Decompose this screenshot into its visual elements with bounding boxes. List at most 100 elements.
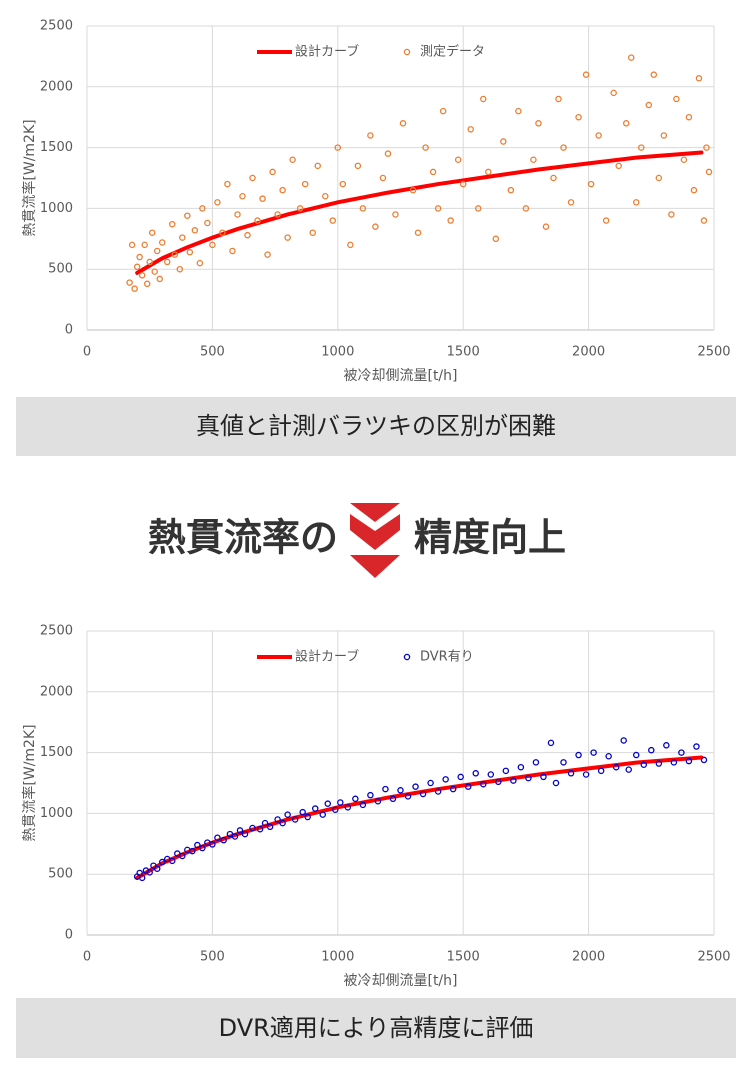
data-point <box>143 280 151 288</box>
data-point <box>184 212 191 219</box>
chevron <box>350 514 400 550</box>
data-point <box>209 841 216 848</box>
data-point <box>128 241 136 249</box>
data-point <box>136 253 143 261</box>
data-point <box>467 126 474 133</box>
data-point <box>492 235 500 243</box>
data-point <box>289 156 296 164</box>
heading-right: 精度向上 <box>414 516 566 560</box>
legend-swatch <box>403 653 411 661</box>
data-point <box>309 229 316 236</box>
y-tick-label: 2500 <box>40 19 73 34</box>
data-point <box>274 816 281 823</box>
data-point <box>685 757 693 765</box>
y-tick-label: 500 <box>48 262 73 277</box>
data-point <box>296 205 304 212</box>
data-point <box>575 113 582 121</box>
data-point <box>700 217 708 224</box>
data-point <box>678 749 685 756</box>
data-point <box>150 862 157 869</box>
data-point <box>226 830 234 838</box>
data-point <box>151 268 158 275</box>
data-point <box>507 186 515 194</box>
data-point <box>464 783 472 790</box>
data-point <box>269 168 276 176</box>
y-tick-label: 1000 <box>40 201 73 216</box>
data-point <box>480 780 487 788</box>
data-point <box>156 275 163 283</box>
y-tick-label: 500 <box>48 867 73 882</box>
data-point <box>189 847 196 855</box>
data-point <box>334 144 342 151</box>
data-point <box>434 205 442 212</box>
data-point <box>645 101 653 109</box>
data-point <box>422 144 429 151</box>
data-point <box>199 205 206 212</box>
data-point <box>256 825 264 833</box>
legend-label: 設計カーブ <box>295 649 359 665</box>
data-point <box>219 229 226 236</box>
data-point <box>164 258 171 266</box>
data-point <box>655 174 663 182</box>
x-tick-label: 0 <box>83 950 91 965</box>
data-point <box>389 795 397 803</box>
data-point <box>550 174 557 182</box>
data-point <box>555 95 562 103</box>
data-point <box>146 869 153 876</box>
data-point <box>655 760 663 767</box>
data-point <box>382 785 389 793</box>
data-point <box>668 211 675 218</box>
data-point <box>169 220 176 228</box>
data-point <box>131 285 138 292</box>
data-point <box>229 247 236 255</box>
data-point <box>138 874 146 882</box>
data-point <box>329 217 337 224</box>
data-point <box>234 211 241 218</box>
data-point <box>590 749 597 756</box>
data-point <box>650 71 658 78</box>
legend-label: 設計カーブ <box>295 44 359 60</box>
data-point <box>567 770 575 777</box>
y-tick-label: 2500 <box>40 624 73 639</box>
data-point <box>153 865 161 872</box>
data-point <box>322 192 329 200</box>
data-point <box>487 771 495 778</box>
data-point <box>141 241 148 249</box>
x-tick-label: 2000 <box>572 950 605 965</box>
data-point <box>249 174 256 182</box>
data-point <box>299 808 306 816</box>
data-point <box>703 144 710 151</box>
data-point <box>567 199 575 206</box>
y-tick-label: 2000 <box>40 79 73 94</box>
y-tick-label: 2000 <box>40 684 73 699</box>
x-axis-label: 被冷却側流量[t/h] <box>343 973 457 989</box>
data-point <box>515 107 522 115</box>
y-tick-label: 1000 <box>40 806 73 821</box>
data-point <box>500 138 507 145</box>
data-point <box>447 217 454 224</box>
data-point <box>196 259 204 267</box>
data-point <box>304 813 311 821</box>
data-point <box>231 833 239 840</box>
data-point <box>542 223 550 230</box>
data-point <box>700 756 708 764</box>
data-point <box>633 199 640 206</box>
legend-label: 測定データ <box>420 44 485 60</box>
data-point <box>259 195 266 202</box>
data-point <box>502 767 510 775</box>
data-point <box>209 241 216 249</box>
data-point <box>532 759 540 766</box>
heading-left: 熱貫流率の <box>148 516 338 560</box>
y-tick-label: 0 <box>65 323 73 338</box>
banner-text: DVR適用により高精度に評価 <box>219 1014 534 1042</box>
data-point <box>525 774 532 782</box>
data-point <box>138 272 146 279</box>
data-point <box>409 186 417 194</box>
data-point <box>284 811 291 818</box>
data-point <box>186 248 194 256</box>
data-point <box>530 156 537 164</box>
data-point <box>587 180 595 188</box>
data-point <box>249 824 256 832</box>
data-point <box>126 279 133 286</box>
